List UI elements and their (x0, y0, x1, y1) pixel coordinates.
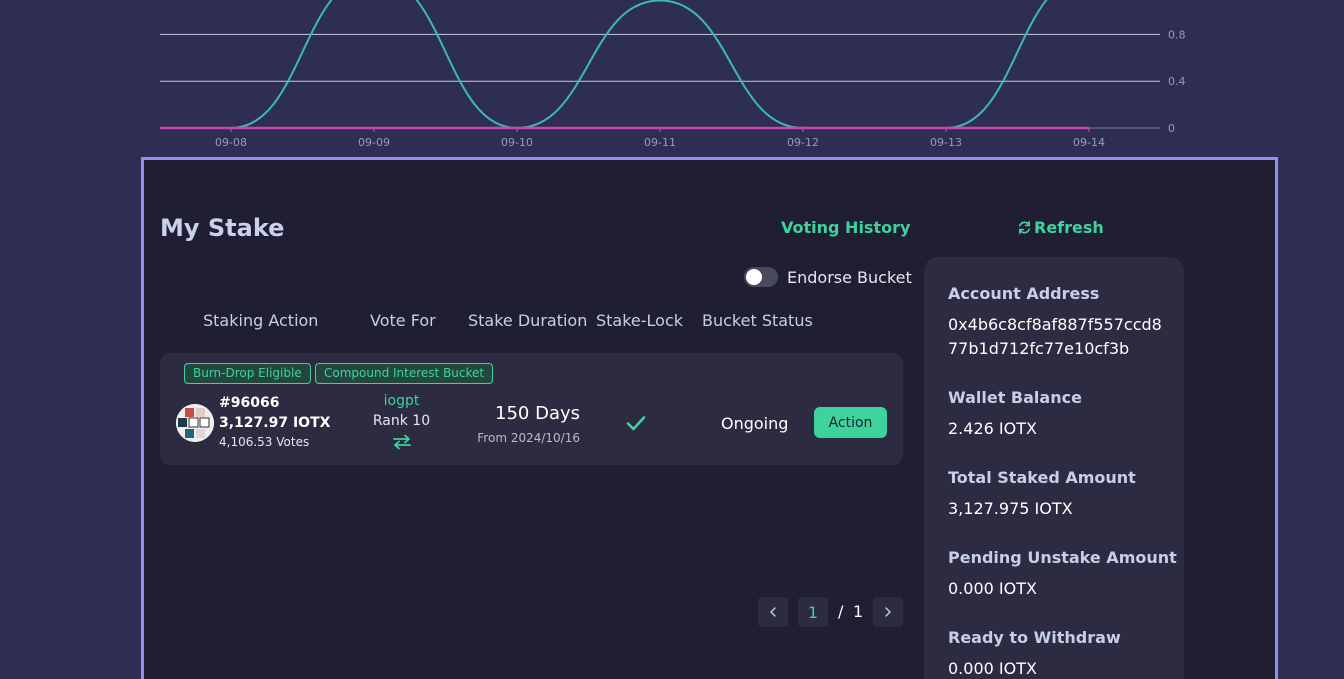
x-tick-label: 09-10 (501, 136, 533, 149)
current-page[interactable]: 1 (798, 597, 828, 627)
x-tick-label: 09-08 (215, 136, 247, 149)
endorse-bucket-control: Endorse Bucket (744, 267, 912, 287)
pending-unstake-label: Pending Unstake Amount (948, 548, 1177, 567)
page-separator: / (838, 602, 844, 621)
bucket-id: #96066 (219, 395, 280, 411)
x-tick-label: 09-09 (358, 136, 390, 149)
wallet-balance-value: 2.426 IOTX (948, 419, 1037, 438)
account-info-card: Account Address 0x4b6c8cf8af887f557ccd87… (924, 257, 1184, 679)
prev-page-button[interactable] (758, 597, 788, 627)
x-tick-label: 09-12 (787, 136, 819, 149)
pending-unstake-value: 0.000 IOTX (948, 579, 1037, 598)
series-line-0 (160, 0, 1048, 130)
y-tick-label: 0.8 (1168, 28, 1186, 41)
endorse-bucket-toggle[interactable] (744, 267, 778, 287)
wallet-balance-label: Wallet Balance (948, 388, 1082, 407)
bucket-amount: 3,127.97 IOTX (219, 415, 331, 431)
bucket-row: Burn-Drop Eligible Compound Interest Buc… (160, 353, 903, 465)
delegate-avatar (176, 404, 214, 442)
y-tick-label: 0.4 (1168, 75, 1186, 88)
ready-to-withdraw-value: 0.000 IOTX (948, 659, 1037, 678)
page-title: My Stake (160, 214, 285, 242)
endorse-bucket-label: Endorse Bucket (787, 267, 912, 287)
refresh-button[interactable]: Refresh (1017, 218, 1104, 237)
column-header-staking-action: Staking Action (203, 311, 319, 330)
column-header-stake-duration: Stake Duration (468, 311, 588, 330)
column-header-stake-lock: Stake-Lock (596, 311, 684, 330)
total-pages: 1 (853, 602, 864, 621)
x-tick-label: 09-13 (930, 136, 962, 149)
ready-to-withdraw-label: Ready to Withdraw (948, 628, 1121, 647)
next-page-button[interactable] (873, 597, 903, 627)
burn-drop-tag: Burn-Drop Eligible (184, 363, 311, 384)
total-staked-value: 3,127.975 IOTX (948, 499, 1073, 518)
column-header-vote-for: Vote For (370, 311, 436, 330)
column-header-bucket-status: Bucket Status (702, 311, 813, 330)
x-tick-label: 09-11 (644, 136, 676, 149)
voting-history-link[interactable]: Voting History (781, 218, 911, 237)
chevron-left-icon (770, 607, 776, 617)
my-stake-panel: My Stake Voting History Refresh Endorse … (141, 157, 1278, 679)
avatar-image (176, 404, 214, 442)
checkmark-icon (626, 416, 646, 431)
delegate-name-link[interactable]: iogpt (383, 393, 420, 409)
rewards-chart: 0 0.4 0.8 09-08 09-09 09-10 09-11 09-12 09-13 09-… (0, 0, 1344, 157)
refresh-icon (1018, 221, 1031, 234)
swap-arrows-icon[interactable] (393, 434, 411, 450)
bucket-votes: 4,106.53 Votes (219, 435, 310, 449)
chart-svg: 0 0.4 0.8 09-08 09-09 09-10 09-11 09-12 09-13 09-… (160, 0, 1186, 149)
chevron-right-icon (885, 607, 891, 617)
y-tick-label: 0 (1168, 122, 1175, 135)
account-address-value: 0x4b6c8cf8af887f557ccd877b1d712fc77e10cf… (948, 315, 1162, 358)
stake-start-date: From 2024/10/16 (477, 431, 580, 445)
compound-interest-tag: Compound Interest Bucket (315, 363, 494, 384)
x-tick-label: 09-14 (1073, 136, 1105, 149)
account-address-label: Account Address (948, 284, 1100, 303)
stake-duration-days: 150 Days (495, 403, 580, 424)
bucket-status: Ongoing (721, 414, 789, 433)
refresh-label: Refresh (1034, 218, 1104, 237)
total-staked-label: Total Staked Amount (948, 468, 1136, 487)
action-button[interactable]: Action (814, 407, 887, 438)
toggle-knob (746, 269, 762, 285)
delegate-rank: Rank 10 (372, 413, 431, 429)
